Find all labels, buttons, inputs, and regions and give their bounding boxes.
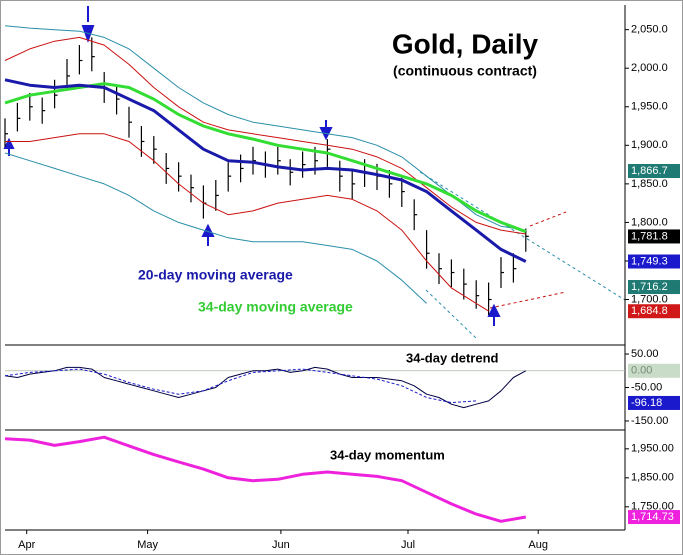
series-line — [5, 133, 489, 312]
series-line — [4, 366, 527, 409]
projections — [419, 171, 626, 339]
value-box — [628, 280, 680, 295]
y-tick-label: 2,000.0 — [631, 62, 668, 74]
x-tick-label: Aug — [528, 539, 548, 551]
value-box-label: 1,684.8 — [631, 305, 668, 317]
value-box — [628, 363, 680, 378]
y-tick-label: -50.00 — [631, 381, 662, 393]
panel-title: 34-day momentum — [330, 447, 445, 462]
value-box-label: 1,716.2 — [631, 281, 668, 293]
x-tick-label: Jun — [272, 539, 290, 551]
x-tick-label: May — [137, 539, 158, 551]
chart-subtitle: (continuous contract) — [393, 63, 537, 79]
value-box-label: 1,749.3 — [631, 255, 668, 267]
series-line — [4, 152, 427, 304]
y-tick-label: 1,950.00 — [631, 443, 674, 455]
y-tick-label: 1,850.00 — [631, 472, 674, 484]
x-tick-label: Apr — [18, 539, 35, 551]
value-box-label: 1,781.8 — [631, 230, 668, 242]
y-tick-label: 50.00 — [631, 348, 659, 360]
series-line — [4, 368, 477, 404]
value-box — [628, 254, 680, 269]
series-line — [4, 435, 527, 523]
value-box-label: 1,714.73 — [631, 511, 674, 523]
value-box-label: 1,866.7 — [631, 165, 668, 177]
value-box — [628, 304, 680, 319]
y-tick-label: 1,900.0 — [631, 139, 668, 151]
x-tick-label: Jul — [401, 539, 415, 551]
value-box-label: -96.18 — [631, 397, 662, 409]
annotation: 34-day moving average — [198, 299, 353, 315]
value-box — [628, 229, 680, 244]
value-box — [628, 163, 680, 178]
y-tick-label: 1,750.00 — [631, 501, 674, 513]
annotation: 20-day moving average — [138, 267, 293, 283]
chart-title: Gold, Daily — [392, 28, 539, 59]
series-line — [4, 78, 527, 263]
y-tick-label: 2,050.0 — [631, 24, 668, 36]
panel-title: 34-day detrend — [406, 350, 499, 365]
y-tick-label: 1,800.0 — [631, 216, 668, 228]
value-box-label: 0.00 — [631, 365, 652, 377]
y-tick-label: 1,850.0 — [631, 178, 668, 190]
series-line — [4, 25, 526, 231]
value-box — [628, 395, 680, 410]
series-line — [4, 36, 526, 235]
y-tick-label: 1,950.0 — [631, 101, 668, 113]
value-box — [628, 510, 680, 525]
y-tick-label: -150.00 — [631, 415, 668, 427]
y-tick-label: 1,700.0 — [631, 293, 668, 305]
band-projections — [489, 211, 567, 309]
